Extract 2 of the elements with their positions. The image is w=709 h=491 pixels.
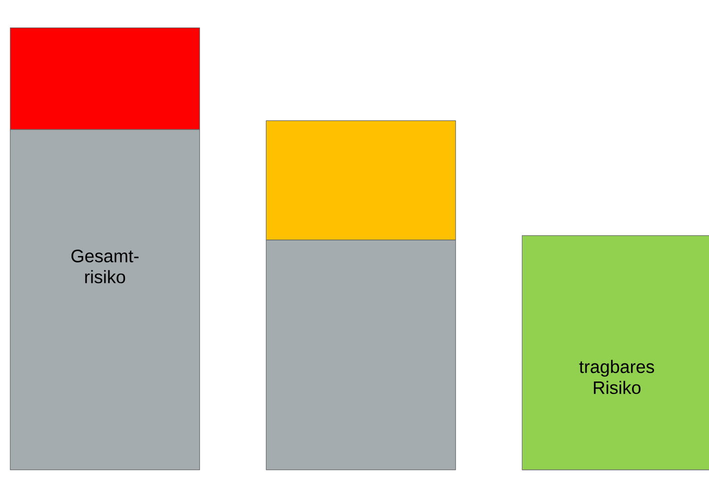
annotation: Gesamt-risiko xyxy=(71,250,139,284)
annotation: tragbares Risiko xyxy=(579,360,654,394)
